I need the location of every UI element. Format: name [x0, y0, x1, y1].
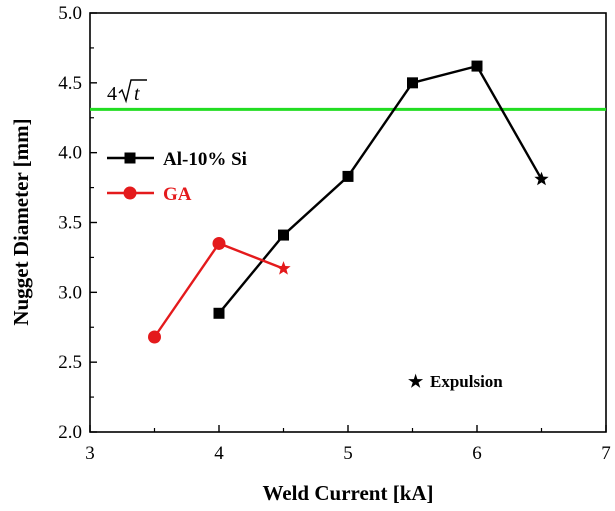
plot-area: 3 4 5 6 7 2.0 2.5 3.0 3.5 4.0 4.5 5.0: [58, 3, 611, 464]
data-point-square: [407, 77, 418, 89]
y-tick-label: 3.5: [58, 213, 82, 234]
data-point-circle: [148, 330, 161, 344]
data-point-square: [342, 170, 354, 182]
x-tick-label: 6: [472, 443, 482, 464]
y-tick-label: 4.0: [58, 143, 82, 164]
x-tick-label: 7: [601, 443, 611, 464]
x-tick-label: 5: [343, 443, 353, 464]
legend-entry-al-si: Al-10% Si: [107, 149, 247, 170]
series-line-0: [218, 64, 543, 315]
star-icon: ★: [408, 372, 424, 391]
expulsion-annotation: ★ Expulsion: [408, 372, 503, 391]
y-tick-label: 3.0: [58, 282, 82, 303]
y-axis-title: Nugget Diameter [mm]: [9, 118, 33, 325]
data-point-square: [278, 229, 289, 241]
legend-label-al-si: Al-10% Si: [163, 149, 247, 170]
expulsion-star-point: [534, 171, 549, 186]
y-tick-label: 4.5: [58, 73, 82, 94]
y-tick-label: 2.0: [58, 422, 82, 443]
y-tick-label: 2.5: [58, 352, 82, 373]
legend-label-ga: GA: [163, 184, 192, 205]
reference-label-prefix: 4: [107, 83, 117, 105]
y-tick-label: 5.0: [58, 3, 82, 24]
legend-marker-square: [124, 152, 136, 164]
x-axis-title: Weld Current [kA]: [262, 481, 433, 505]
data-point-circle: [212, 236, 226, 250]
data-point-square: [213, 307, 225, 319]
data-point-square: [471, 60, 483, 72]
legend: Al-10% Si GA: [107, 149, 247, 205]
plot-frame: [89, 12, 607, 433]
legend-entry-ga: GA: [107, 184, 192, 205]
radical-sign: [118, 79, 147, 104]
expulsion-label: Expulsion: [430, 372, 503, 391]
expulsion-star-point: [276, 261, 291, 275]
legend-marker-circle: [123, 186, 137, 200]
x-tick-label: 4: [214, 443, 224, 464]
reference-line-label: 4 t: [107, 79, 147, 105]
x-tick-label: 3: [85, 443, 95, 464]
reference-label-variable: t: [134, 83, 140, 105]
